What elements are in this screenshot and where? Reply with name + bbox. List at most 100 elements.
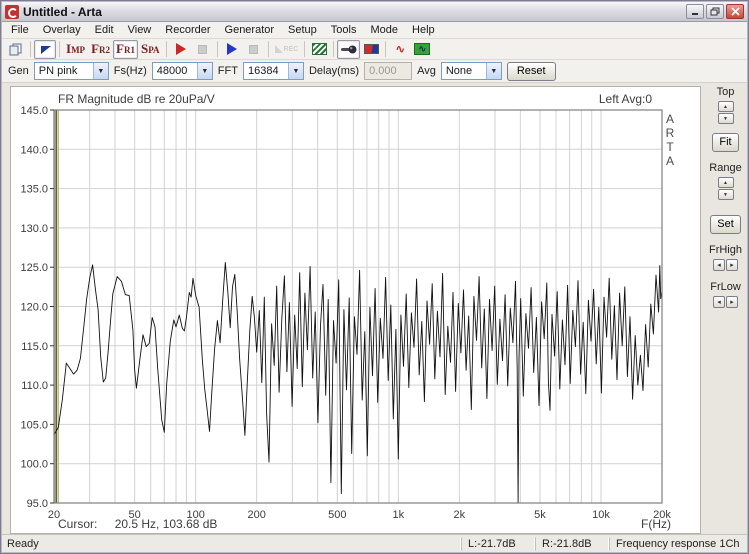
imp-mode-button[interactable]: IMP <box>66 41 86 56</box>
fs-select[interactable]: 48000 ▼ <box>151 62 213 80</box>
record-stop-icon <box>192 40 214 59</box>
chevron-down-icon[interactable]: ▼ <box>92 63 108 79</box>
reset-button[interactable]: Reset <box>506 61 556 81</box>
status-right-level: R:-21.8dB <box>535 536 609 551</box>
svg-text:20: 20 <box>48 509 60 521</box>
status-bar: Ready L:-21.7dB R:-21.8dB Frequency resp… <box>2 534 747 552</box>
fs-label: Fs(Hz) <box>113 65 147 77</box>
toolbar-separator <box>30 41 31 57</box>
menu-file[interactable]: File <box>11 24 29 36</box>
chevron-down-icon[interactable]: ▼ <box>196 63 212 79</box>
frhigh-stepper: ◂ ▸ <box>713 259 738 271</box>
svg-text:145.0: 145.0 <box>20 105 48 117</box>
toolbar-separator <box>304 41 306 57</box>
range-down-button[interactable]: ▼ <box>717 189 734 200</box>
menu-edit[interactable]: Edit <box>94 24 114 36</box>
svg-text:120.0: 120.0 <box>20 302 48 314</box>
plot-title: FR Magnitude dB re 20uPa/V <box>58 92 215 106</box>
fft-select[interactable]: 16384 ▼ <box>242 62 304 80</box>
chevron-down-icon[interactable]: ▼ <box>287 63 303 79</box>
avg-value: None <box>445 65 473 77</box>
svg-text:125.0: 125.0 <box>20 262 48 274</box>
level-meter-icon[interactable] <box>360 40 382 59</box>
svg-text:200: 200 <box>247 509 265 521</box>
fr1-mode-button[interactable]: FR1 <box>113 39 138 59</box>
svg-text:20k: 20k <box>653 509 671 521</box>
svg-text:130.0: 130.0 <box>20 223 48 235</box>
toolbar-separator <box>165 41 167 57</box>
top-up-button[interactable]: ▲ <box>717 101 734 112</box>
svg-text:110.0: 110.0 <box>21 380 48 392</box>
menu-recorder[interactable]: Recorder <box>165 24 211 36</box>
status-ready: Ready <box>7 537 39 550</box>
fr-plot-panel: 145.0 140.0 135.0 130.0 125.0 120.0 115.0 110.0… <box>10 86 701 534</box>
signal-generator-icon[interactable] <box>308 40 330 59</box>
menu-help[interactable]: Help <box>412 24 435 36</box>
toolbar-separator <box>333 41 335 57</box>
fs-value: 48000 <box>156 65 188 77</box>
delay-input[interactable] <box>364 62 413 80</box>
menu-overlay[interactable]: Overlay <box>42 24 81 36</box>
fft-value: 16384 <box>247 65 279 77</box>
frhigh-right-button[interactable]: ▸ <box>726 259 738 271</box>
chevron-down-icon[interactable]: ▼ <box>485 63 501 79</box>
status-left-level: L:-21.7dB <box>461 536 535 551</box>
channel-avg-label: Left Avg:0 <box>598 92 652 106</box>
toolbar: IMP FR2 FR1 SPA REC ∿ ∿ <box>2 39 747 60</box>
noise-wave-icon[interactable]: ∿ <box>411 40 433 59</box>
fit-button[interactable]: Fit <box>712 133 739 152</box>
menu-generator[interactable]: Generator <box>224 24 275 36</box>
spa-mode-button[interactable]: SPA <box>140 41 160 56</box>
top-down-button[interactable]: ▼ <box>717 113 734 124</box>
gen-select[interactable]: PN pink ▼ <box>33 62 109 80</box>
restore-button[interactable] <box>706 4 724 19</box>
client-area: 145.0 140.0 135.0 130.0 125.0 120.0 115.0 110.0… <box>2 84 747 534</box>
sine-wave-icon[interactable]: ∿ <box>395 42 406 56</box>
menu-tools[interactable]: Tools <box>330 24 357 36</box>
svg-text:135.0: 135.0 <box>20 184 48 196</box>
menu-setup[interactable]: Setup <box>288 24 317 36</box>
side-panel: Top ▲ ▼ Fit Range ▲ ▼ Set FrHigh ◂ ▸ FrL… <box>702 84 747 534</box>
generator-play-icon[interactable] <box>221 40 243 59</box>
toolbar-separator <box>216 41 218 57</box>
app-icon <box>5 4 19 19</box>
svg-text:50: 50 <box>129 509 141 521</box>
titlebar: Untitled - Arta <box>2 2 747 22</box>
generator-stop-icon <box>243 40 265 59</box>
xaxis-unit-label: F(Hz) <box>641 517 671 531</box>
svg-text:5k: 5k <box>534 509 546 521</box>
fr-plot-svg[interactable]: 145.0 140.0 135.0 130.0 125.0 120.0 115.0 110.0… <box>11 87 702 535</box>
window-title: Untitled - Arta <box>23 4 102 19</box>
toolbar-separator <box>267 41 269 57</box>
cursor-readout: Cursor: 20.5 Hz, 103.68 dB <box>58 517 217 531</box>
frlow-label: FrLow <box>710 281 741 293</box>
cursor-value: 20.5 Hz, 103.68 dB <box>114 517 218 531</box>
marker-flag-icon[interactable] <box>34 39 56 59</box>
minimize-button[interactable] <box>686 4 704 19</box>
frlow-left-button[interactable]: ◂ <box>713 296 725 308</box>
menu-mode[interactable]: Mode <box>370 24 399 36</box>
avg-select[interactable]: None ▼ <box>440 62 502 80</box>
svg-text:100: 100 <box>186 509 204 521</box>
frlow-stepper: ◂ ▸ <box>713 296 738 308</box>
toolbar-separator <box>385 41 387 57</box>
set-button[interactable]: Set <box>710 215 741 234</box>
svg-text:10k: 10k <box>592 509 610 521</box>
copy-icon[interactable] <box>5 40 27 59</box>
fft-label: FFT <box>217 65 238 77</box>
frhigh-left-button[interactable]: ◂ <box>713 259 725 271</box>
fr2-mode-button[interactable]: FR2 <box>91 41 111 56</box>
rec-icon: REC <box>272 40 302 59</box>
frlow-right-button[interactable]: ▸ <box>726 296 738 308</box>
range-up-button[interactable]: ▲ <box>717 177 734 188</box>
top-spinner: ▲ ▼ <box>717 101 734 125</box>
delay-label: Delay(ms) <box>308 65 360 77</box>
microphone-icon[interactable] <box>337 39 361 59</box>
record-play-icon[interactable] <box>170 40 192 59</box>
frhigh-label: FrHigh <box>708 244 742 256</box>
gen-label: Gen <box>8 65 29 77</box>
toolbar-separator <box>59 41 60 57</box>
close-button[interactable] <box>726 4 744 19</box>
menu-view[interactable]: View <box>127 24 152 36</box>
